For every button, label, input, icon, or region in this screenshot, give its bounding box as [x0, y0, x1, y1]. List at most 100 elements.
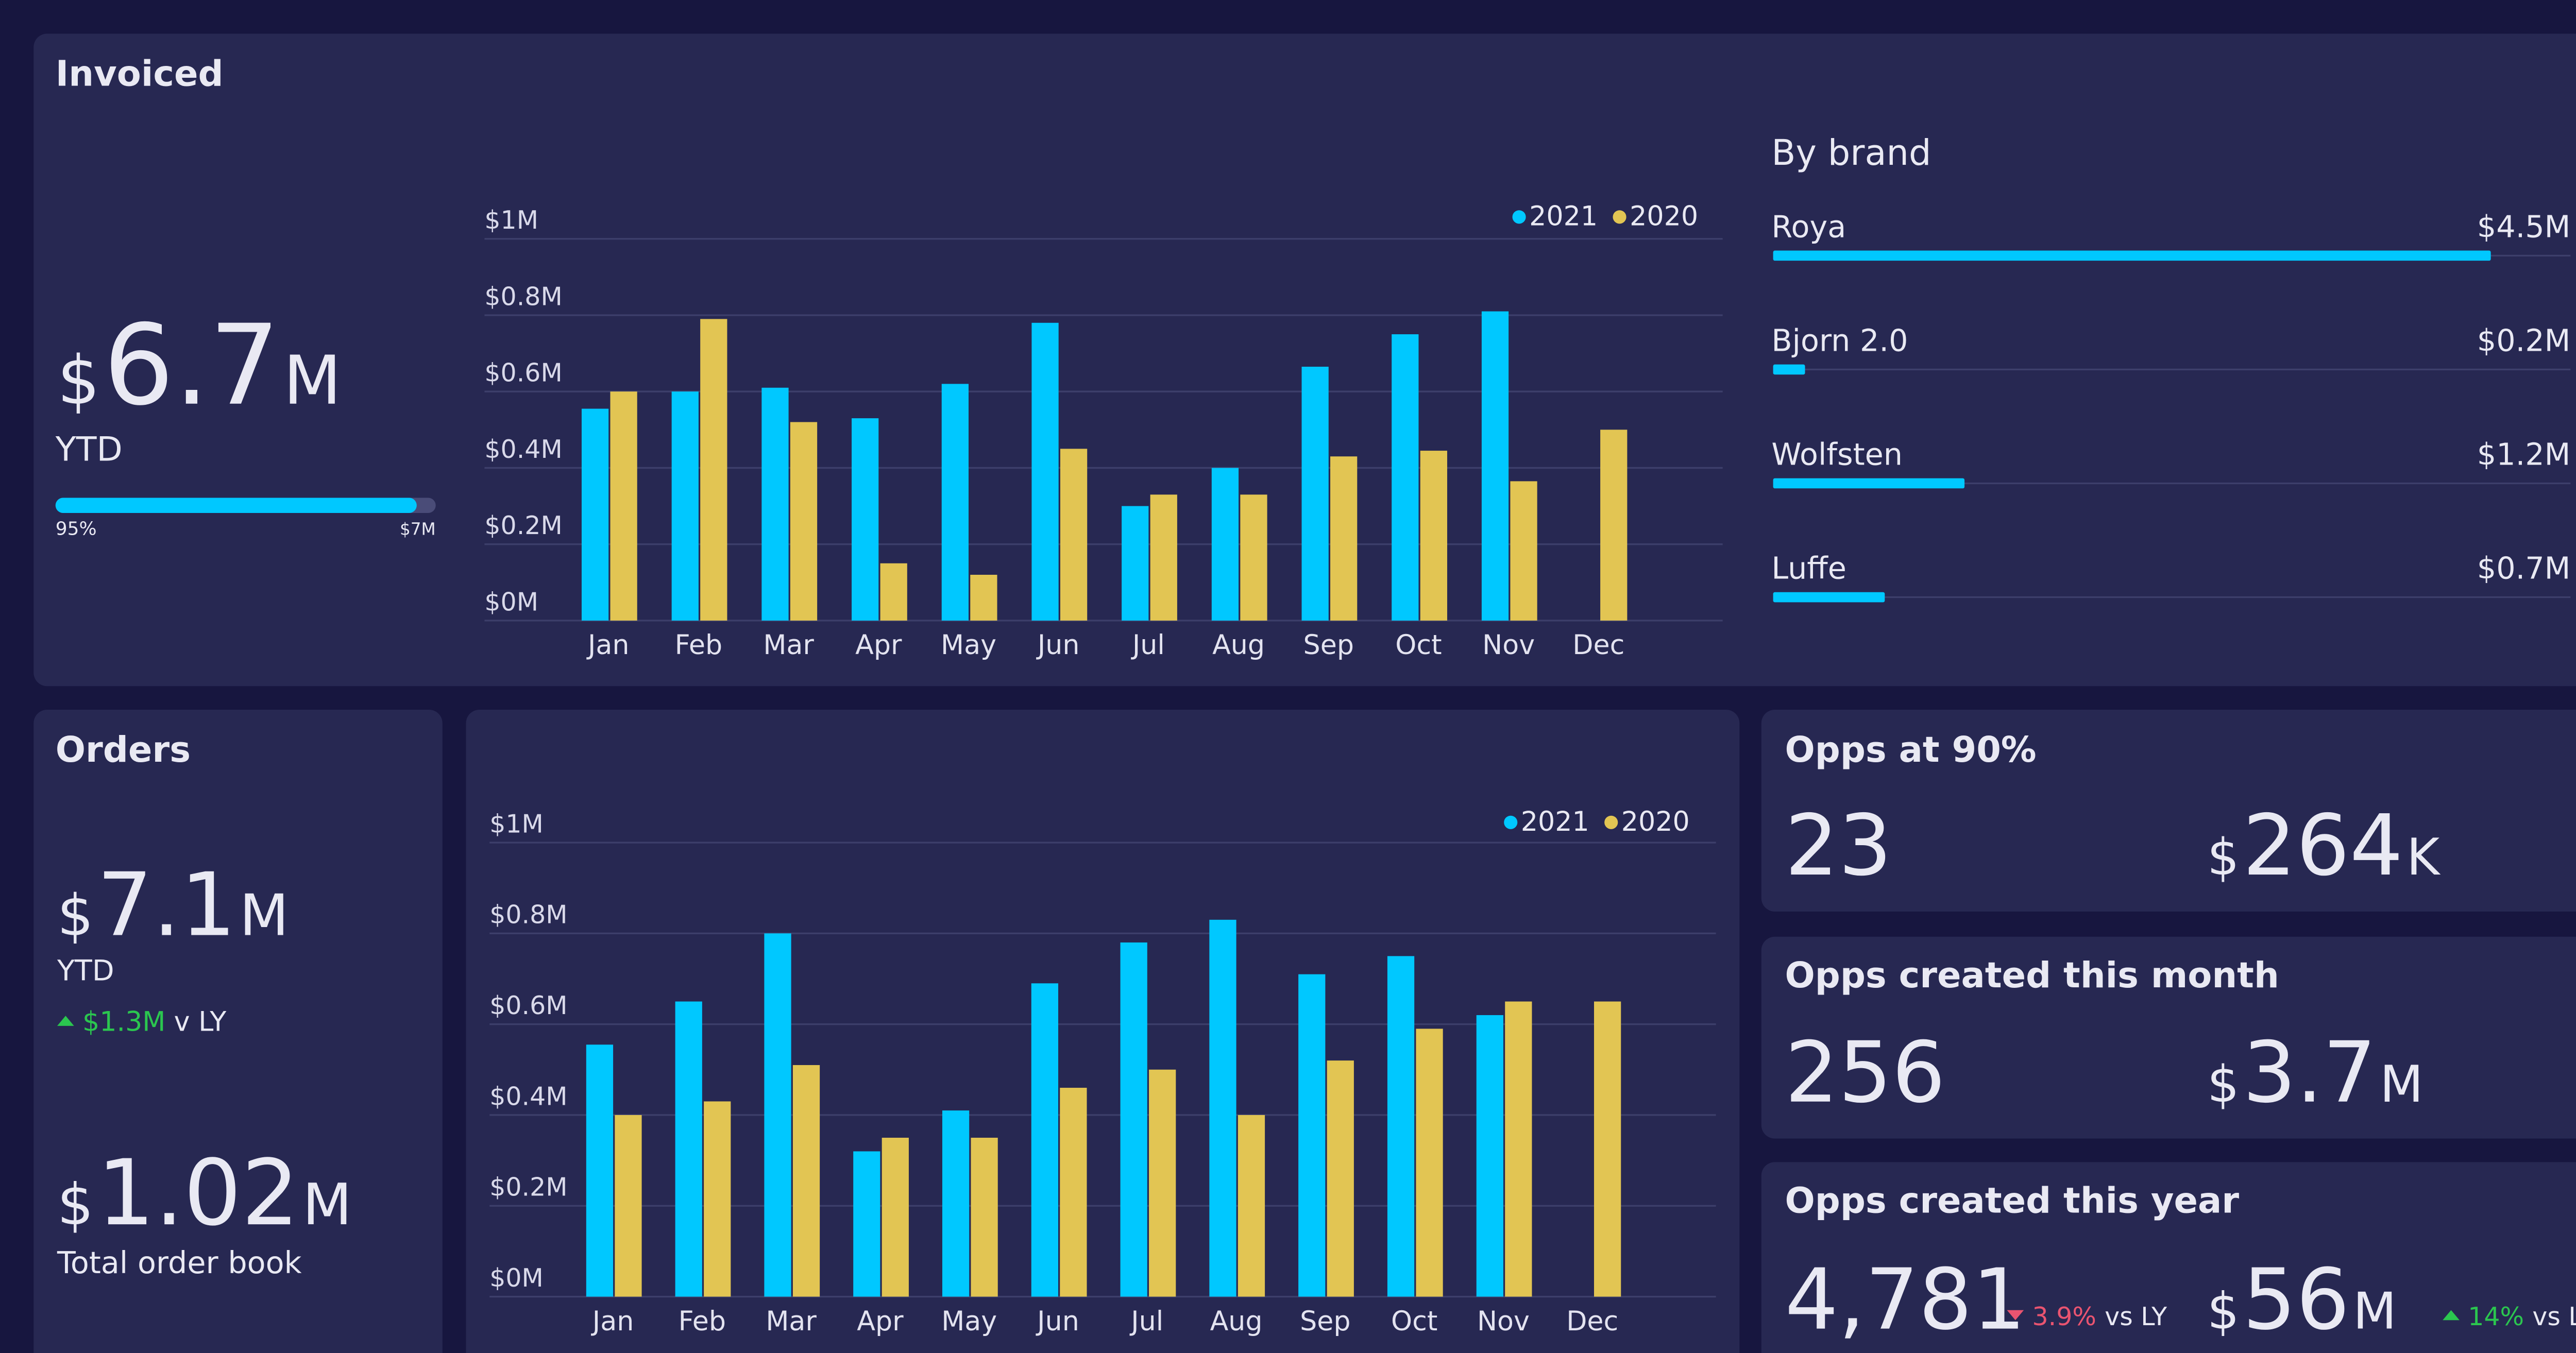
y-tick-label: $0.4M [484, 435, 562, 464]
x-tick-label: Jul [1131, 630, 1165, 661]
bar [1301, 367, 1329, 621]
bar [970, 574, 997, 621]
x-tick-label: Apr [855, 630, 902, 661]
brand-value: $0.2M [2477, 323, 2571, 358]
progress-label: 95% [56, 518, 97, 539]
bar [1327, 1060, 1354, 1297]
bar [790, 422, 818, 621]
panel-title: Opps at 90% [1785, 729, 2036, 770]
brand-name: Luffe [1771, 551, 1846, 586]
metric-number: 1.02 [97, 1140, 299, 1246]
change: $1.3M v LY [82, 1007, 227, 1038]
change-text: v LY [174, 1007, 227, 1038]
opps-card [1761, 709, 2576, 912]
y-tick-label: $0.2M [489, 1173, 567, 1202]
bar [1416, 1029, 1443, 1297]
change-arrow [57, 1016, 74, 1026]
bar [880, 563, 907, 621]
unit: M [240, 883, 289, 949]
bar [1392, 334, 1419, 621]
panel-title: Opps created this year [1785, 1180, 2239, 1221]
bar [1773, 478, 1965, 489]
bar [704, 1101, 731, 1297]
metric-value: $1.02 M [57, 1140, 352, 1246]
bar [1209, 919, 1236, 1297]
x-tick-label: Sep [1300, 1306, 1350, 1337]
bar [971, 1138, 998, 1297]
bar [1420, 451, 1447, 621]
y-tick-label: $0.2M [484, 511, 562, 540]
order-book-label: Total order book [57, 1245, 302, 1280]
x-tick-label: Jul [1129, 1306, 1163, 1337]
brand-value: $0.7M [2477, 551, 2571, 586]
bar [1060, 449, 1088, 621]
bar [1149, 1069, 1176, 1297]
y-tick-label: $0.8M [484, 282, 562, 311]
opps-card [1761, 936, 2576, 1139]
bar [1150, 494, 1177, 621]
change-text: vs LY [2532, 1302, 2576, 1331]
metric-value: $264 K [2207, 796, 2441, 895]
bar [1510, 481, 1537, 621]
panel-title: Opps created this month [1785, 955, 2279, 996]
unit: M [283, 341, 342, 420]
y-tick-label: $1M [489, 809, 544, 838]
bar [853, 1151, 880, 1297]
legend-label: 2020 [1630, 201, 1698, 232]
unit: M [302, 1172, 352, 1238]
legend-dot [1613, 210, 1626, 224]
period: YTD [55, 430, 123, 469]
x-tick-label: Jun [1036, 630, 1080, 661]
currency: $ [2207, 1282, 2239, 1341]
x-tick-label: May [941, 630, 996, 661]
unit: M [2380, 1055, 2424, 1114]
bar [1240, 494, 1267, 621]
bar [1387, 956, 1415, 1297]
bar [852, 418, 879, 621]
y-tick-label: $0M [484, 587, 538, 616]
metric-value: $56 M [2207, 1251, 2397, 1349]
progress-bar [55, 498, 417, 513]
x-tick-label: Apr [857, 1306, 904, 1337]
unit: K [2406, 828, 2441, 887]
metric-number: 6.7 [104, 301, 280, 430]
bar [1773, 592, 1885, 603]
y-tick-label: $0.6M [489, 991, 567, 1020]
bar [1122, 506, 1149, 621]
legend-label: 2020 [1621, 807, 1690, 837]
change-arrow [2443, 1310, 2460, 1321]
bar [671, 391, 699, 621]
brand-name: Roya [1771, 209, 1846, 244]
bar [1120, 942, 1147, 1297]
bar [1476, 1015, 1503, 1297]
metric-number: 264 [2243, 796, 2403, 895]
y-tick-label: $0.4M [489, 1082, 567, 1111]
change: 3.9% vs LY [2032, 1302, 2167, 1331]
x-tick-label: Dec [1572, 630, 1624, 661]
brand-value: $4.5M [2477, 209, 2571, 244]
brand-name: Wolfsten [1771, 437, 1903, 472]
x-tick-label: Jan [586, 630, 630, 661]
currency: $ [2207, 1055, 2239, 1114]
metric-number: 56 [2243, 1251, 2350, 1349]
change-arrow [2007, 1310, 2024, 1321]
bar [1773, 250, 2491, 261]
y-tick-label: $1M [484, 205, 538, 235]
chart-title: By brand [1771, 132, 1931, 174]
bar [615, 1115, 642, 1297]
orders-panel [33, 709, 443, 1353]
panel-title: Orders [56, 729, 191, 770]
currency: $ [57, 341, 100, 420]
bar [581, 408, 609, 621]
bar [610, 391, 637, 621]
x-tick-label: Oct [1391, 1306, 1437, 1337]
unit: M [2353, 1282, 2397, 1341]
bar [586, 1044, 614, 1297]
metric-value: $3.7 M [2207, 1023, 2423, 1122]
bar [792, 1065, 820, 1297]
currency: $ [2207, 828, 2239, 887]
currency: $ [57, 1172, 94, 1238]
bar [882, 1138, 909, 1297]
y-tick-label: $0M [489, 1263, 544, 1293]
